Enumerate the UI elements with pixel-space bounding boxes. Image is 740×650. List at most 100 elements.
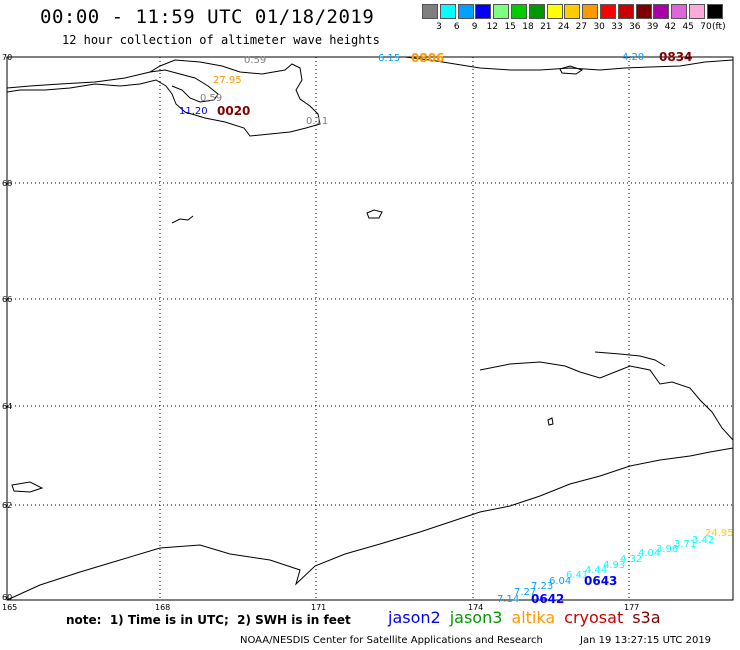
scale-swatch — [689, 4, 705, 19]
lat-label: 68 — [2, 179, 12, 188]
swh-value: 6.15 — [378, 53, 400, 64]
lon-label: 174 — [468, 603, 483, 612]
map-title: 00:00 - 11:59 UTC 01/18/2019 — [40, 6, 375, 28]
swh-value: 7.23 — [531, 581, 553, 592]
swh-value: 0.59 — [200, 93, 222, 104]
scale-swatch — [475, 4, 492, 19]
lon-label: 168 — [155, 603, 170, 612]
lon-label: 177 — [624, 603, 639, 612]
scale-swatch — [635, 4, 652, 19]
swh-value: 7.14 — [497, 594, 519, 605]
wave-height-values: 0.59 27.95 0.59 11.20 0.11 6.15 4.20 24.… — [179, 52, 734, 605]
island-small-2 — [171, 215, 194, 224]
swh-value: 4.20 — [622, 52, 644, 63]
map-frame — [6, 56, 734, 601]
swh-value: 4.04 — [638, 548, 660, 559]
swh-value: 3.42 — [692, 535, 714, 546]
swh-value: 4.32 — [620, 554, 642, 565]
scale-label: 45 — [682, 22, 694, 32]
scale-label: 6 — [453, 22, 460, 32]
scale-label: 24 — [557, 22, 570, 32]
scale-swatch — [671, 4, 688, 19]
swh-value: 3.71 — [674, 539, 696, 550]
scale-label: 12 — [486, 22, 499, 32]
satellite-jason2: jason2 — [388, 608, 441, 627]
swh-value: 6.04 — [549, 576, 571, 587]
latitude-labels: 70 68 66 64 62 60 — [2, 53, 12, 602]
scale-label: 15 — [504, 22, 516, 32]
scale-swatch — [600, 4, 616, 19]
timestamp: Jan 19 13:27:15 UTC 2019 — [580, 635, 712, 646]
satellite-cryosat: cryosat — [564, 608, 624, 627]
scale-swatch — [422, 4, 438, 19]
scale-swatch — [653, 4, 670, 19]
scale-swatch — [564, 4, 581, 19]
pass-time: 0642 — [531, 592, 564, 606]
graticule — [7, 56, 733, 600]
swh-value: 4.93 — [603, 560, 625, 571]
lat-label: 64 — [2, 402, 12, 411]
alaska-southwest-coast — [6, 447, 734, 601]
pass-time: 0020 — [217, 104, 250, 118]
island-small-1 — [366, 209, 383, 219]
pass-times: 0806 0834 0020 0643 0642 — [217, 50, 692, 606]
pass-time: 0643 — [584, 574, 617, 588]
swh-value: 7.27 — [514, 587, 536, 598]
scale-label: 27 — [575, 22, 588, 32]
scale-label: 42 — [664, 22, 677, 32]
scale-label: 21 — [540, 22, 552, 32]
alaska-north-coast — [404, 56, 734, 71]
wrangel-outline — [559, 65, 584, 75]
scale-label: 18 — [522, 22, 534, 32]
pass-time: 0806 — [411, 51, 444, 65]
island-small-4 — [547, 417, 554, 426]
pass-time: 0834 — [659, 50, 692, 64]
scale-swatch — [439, 4, 456, 19]
scale-swatch — [582, 4, 599, 19]
swh-value: 0.11 — [306, 116, 328, 127]
satellite-s3a: s3a — [632, 608, 661, 627]
scale-label: 36 — [629, 22, 641, 32]
map-subtitle: 12 hour collection of altimeter wave hei… — [62, 33, 380, 47]
swh-value: 0.59 — [244, 55, 266, 66]
scale-label: 70 — [700, 22, 712, 32]
lon-label: 171 — [311, 603, 326, 612]
scale-label: 33 — [611, 22, 623, 32]
credit-text: NOAA/NESDIS Center for Satellite Applica… — [240, 635, 543, 646]
lat-label: 70 — [2, 53, 12, 62]
satellite-legend: jason2 jason3 altika cryosat s3a — [388, 608, 670, 627]
scale-swatch — [706, 4, 723, 19]
swh-value: 27.95 — [213, 75, 242, 86]
scale-label: 9 — [471, 22, 478, 32]
scale-swatch — [546, 4, 563, 19]
lat-label: 60 — [2, 593, 12, 602]
swh-value: 24.95 — [705, 528, 734, 539]
chaun-bay-coast — [149, 69, 219, 103]
satellite-jason3: jason3 — [449, 608, 503, 627]
lat-label: 66 — [2, 295, 12, 304]
swh-value: 11.20 — [179, 106, 208, 117]
swh-value: 6.41 — [566, 570, 588, 581]
satellite-altika: altika — [511, 608, 556, 627]
scale-swatch — [617, 4, 634, 19]
swh-value: 4.44 — [585, 565, 607, 576]
scale-label: 39 — [646, 22, 659, 32]
scale-label: 3 — [436, 22, 442, 32]
lat-label: 62 — [2, 501, 12, 510]
longitude-labels: 165 168 171 174 177 — [2, 603, 639, 612]
lon-label: 165 — [2, 603, 17, 612]
scale-unit: (ft) — [712, 22, 726, 32]
alaska-west-coast — [479, 361, 734, 441]
chukotka-coast — [6, 59, 321, 137]
scale-label: 30 — [593, 22, 605, 32]
footer-note: note: 1) Time is in UTC; 2) SWH is in fe… — [66, 613, 351, 627]
scale-swatch — [511, 4, 527, 19]
scale-swatch — [528, 4, 545, 19]
swh-value: 3.96 — [656, 544, 678, 555]
seward-peninsula — [594, 351, 666, 367]
scale-swatch — [457, 4, 474, 19]
coastlines — [6, 56, 734, 601]
island-small-3 — [11, 481, 44, 493]
scale-swatch — [493, 4, 510, 19]
